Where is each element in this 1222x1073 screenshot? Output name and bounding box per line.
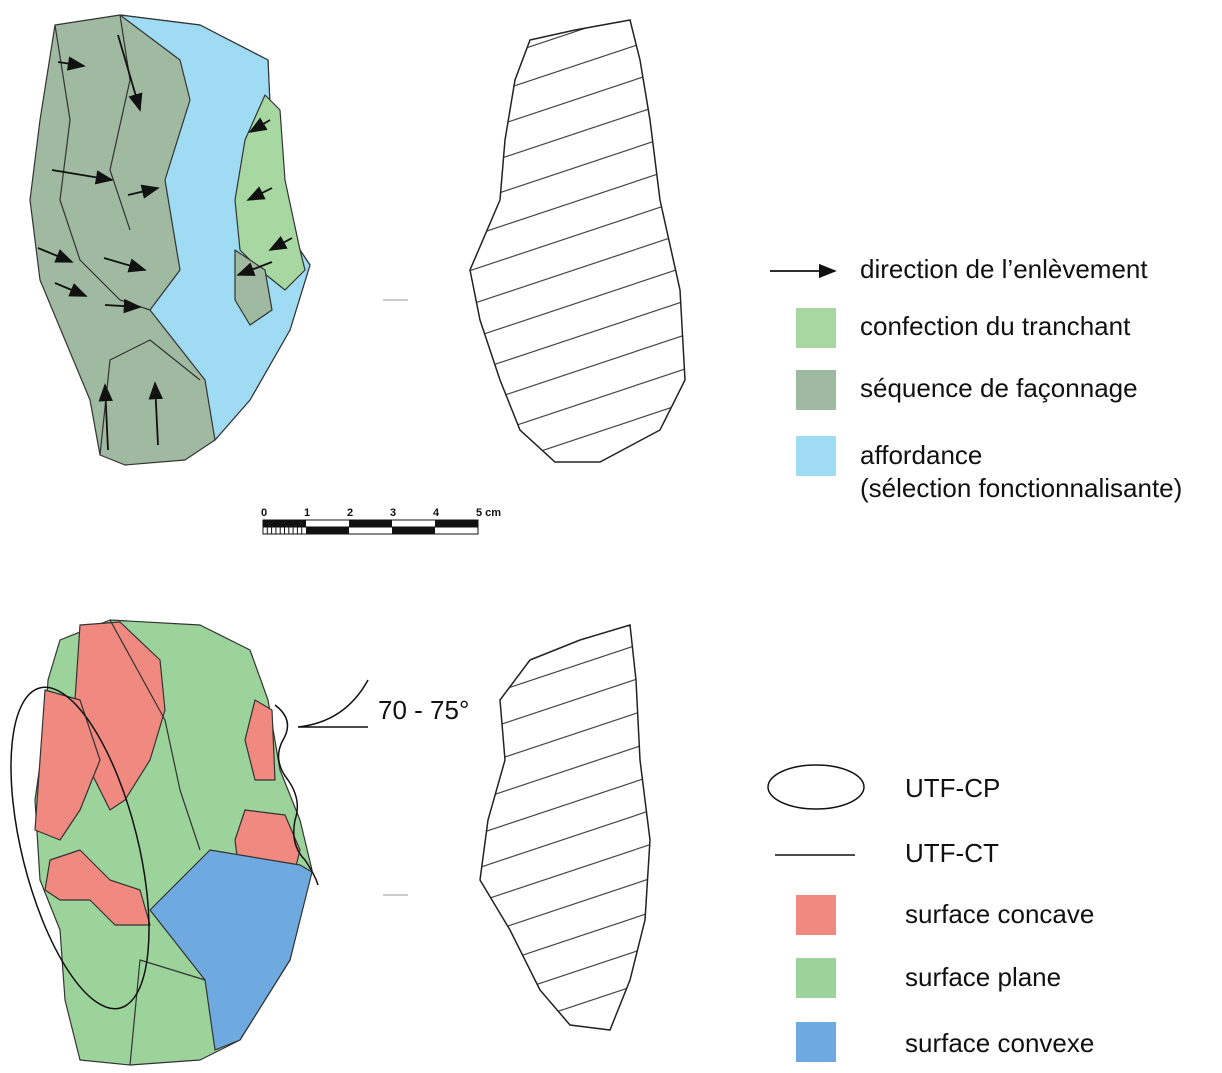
- legend-label: (sélection fonctionnalisante): [860, 473, 1182, 503]
- outline-top: [469, 19, 686, 463]
- scale-segment: [349, 520, 392, 527]
- hatch-line: [480, 929, 650, 1011]
- artifact-bottom: [10, 619, 369, 1066]
- hatch-line: [480, 625, 650, 671]
- legend-label: direction de l’enlèvement: [860, 254, 1148, 284]
- scale-label: 2: [347, 507, 353, 519]
- hatch-line: [480, 691, 650, 773]
- legend-label: confection du tranchant: [860, 311, 1131, 341]
- scale-segment: [306, 527, 349, 534]
- legend-swatch: [796, 895, 836, 935]
- scale-label: 3: [390, 507, 396, 519]
- artifact-top: [29, 14, 311, 466]
- scale-segment: [263, 520, 306, 527]
- legend-label: UTF-CT: [905, 838, 999, 868]
- legend-label: UTF-CP: [905, 773, 1000, 803]
- scale-label: 5 cm: [476, 507, 501, 519]
- hatch-line: [480, 657, 650, 739]
- legend-swatch: [796, 436, 836, 476]
- utf-ct-edge: [274, 704, 319, 886]
- legend-label: surface convexe: [905, 1028, 1094, 1058]
- hatch-line: [470, 363, 685, 445]
- outline-bottom: [479, 624, 651, 1031]
- angle-label: 70 - 75°: [378, 695, 469, 725]
- hatch-line: [470, 20, 685, 71]
- utf-cp-zone: [10, 686, 150, 1010]
- scale-label: 4: [433, 507, 440, 519]
- legend-label: surface concave: [905, 899, 1094, 929]
- hatch-line: [470, 23, 685, 105]
- legend-label: affordance: [860, 440, 982, 470]
- scale-segment: [392, 527, 435, 534]
- scale-label: 0: [261, 507, 267, 519]
- hatch-line: [480, 725, 650, 807]
- hatch-line: [480, 861, 650, 943]
- scale-segment: [435, 520, 478, 527]
- hatch-line: [470, 57, 685, 139]
- hatch-line: [470, 91, 685, 173]
- hatch-line: [480, 759, 650, 841]
- hatch-line: [470, 193, 685, 275]
- hatch-line: [470, 261, 685, 343]
- legend-swatch: [796, 1022, 836, 1062]
- legend-swatch: [796, 370, 836, 410]
- hatch-line: [470, 295, 685, 377]
- legend-swatch: [796, 308, 836, 348]
- hatch-line: [480, 793, 650, 875]
- hatch-line: [470, 397, 685, 462]
- hatch-line: [480, 625, 650, 705]
- hatch-line: [480, 827, 650, 909]
- legend-swatch: [796, 958, 836, 998]
- angle-symbol: [297, 679, 369, 728]
- scale-label: 1: [304, 507, 310, 519]
- scale-bar: 0 1 2 3 4 5 cm: [261, 507, 501, 535]
- hatch-line: [470, 125, 685, 207]
- legend-ellipse: [767, 764, 865, 810]
- legend-label: séquence de façonnage: [860, 373, 1138, 403]
- hatch-line: [470, 227, 685, 309]
- hatch-line: [470, 159, 685, 241]
- legend-label: surface plane: [905, 962, 1061, 992]
- hatch-line: [480, 963, 650, 1030]
